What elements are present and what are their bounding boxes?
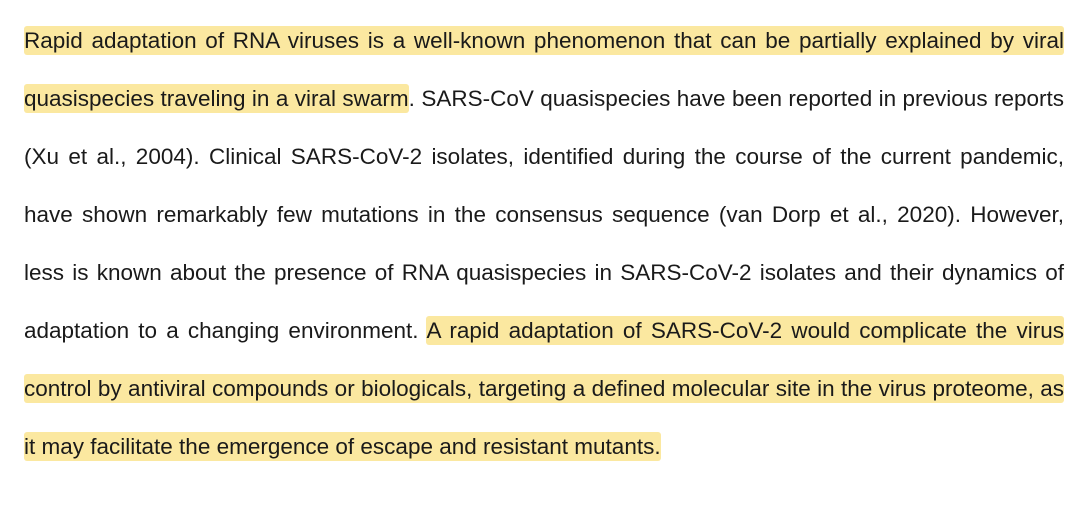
- plain-text: . SARS-CoV quasispecies have been report…: [24, 86, 1064, 343]
- body-paragraph: Rapid adaptation of RNA viruses is a wel…: [24, 12, 1064, 476]
- document-page: Rapid adaptation of RNA viruses is a wel…: [24, 0, 1064, 476]
